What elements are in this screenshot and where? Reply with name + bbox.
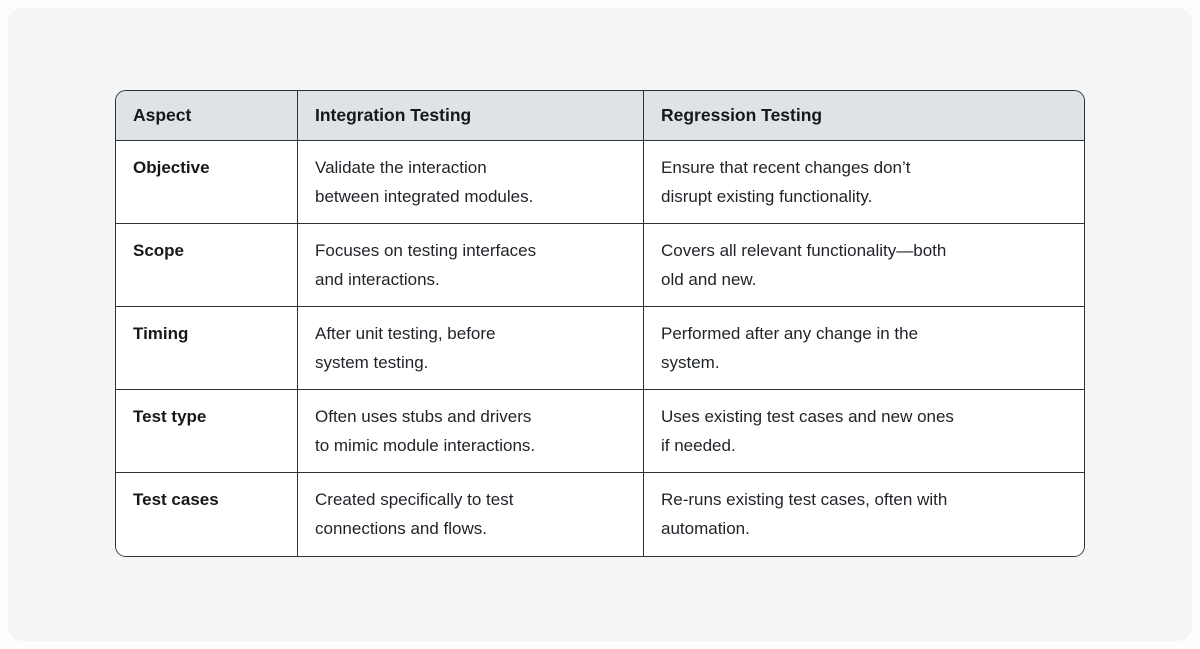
scope-regression-cell: Covers all relevant functionality—both o… <box>644 224 1084 307</box>
column-header-aspect: Aspect <box>116 91 298 141</box>
column-header-regression-testing: Regression Testing <box>644 91 1084 141</box>
scope-integration-cell: Focuses on testing interfaces and intera… <box>298 224 644 307</box>
test-type-integration-cell: Often uses stubs and drivers to mimic mo… <box>298 390 644 473</box>
test-type-regression-cell: Uses existing test cases and new ones if… <box>644 390 1084 473</box>
objective-regression-cell: Ensure that recent changes don’t disrupt… <box>644 141 1084 224</box>
row-label-objective: Objective <box>116 141 298 224</box>
timing-regression-cell: Performed after any change in the system… <box>644 307 1084 390</box>
test-cases-regression-cell: Re-runs existing test cases, often with … <box>644 473 1084 556</box>
row-label-test-type: Test type <box>116 390 298 473</box>
timing-integration-cell: After unit testing, before system testin… <box>298 307 644 390</box>
testing-comparison-table: Aspect Integration Testing Regression Te… <box>115 90 1085 557</box>
row-label-timing: Timing <box>116 307 298 390</box>
objective-integration-cell: Validate the interaction between integra… <box>298 141 644 224</box>
column-header-integration-testing: Integration Testing <box>298 91 644 141</box>
test-cases-integration-cell: Created specifically to test connections… <box>298 473 644 556</box>
row-label-test-cases: Test cases <box>116 473 298 556</box>
row-label-scope: Scope <box>116 224 298 307</box>
